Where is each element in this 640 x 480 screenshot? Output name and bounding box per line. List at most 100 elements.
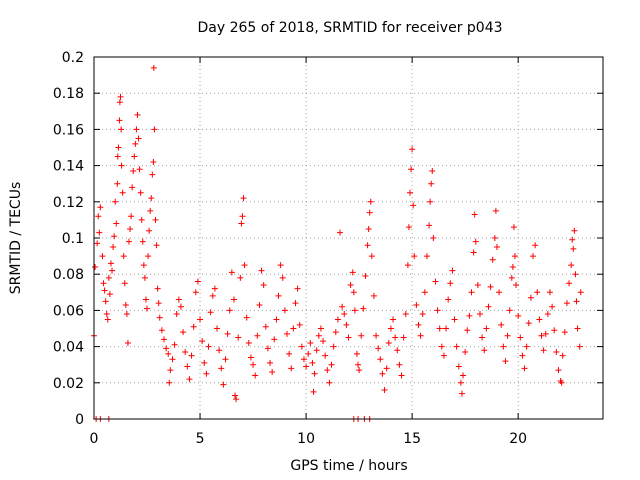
data-point [445,296,452,303]
data-point [224,330,231,337]
data-point [536,316,543,323]
data-point [152,216,159,223]
data-point [239,213,246,220]
data-point [264,345,271,352]
data-point [148,195,155,202]
data-point [101,287,108,294]
x-tick-label: 15 [403,431,421,447]
data-point [218,365,225,372]
data-point [563,300,570,307]
data-point [364,242,371,249]
data-point [457,379,464,386]
data-point [243,314,250,321]
data-point [258,267,265,274]
data-point [114,153,121,160]
data-point [407,189,414,196]
data-point [330,343,337,350]
data-point [428,180,435,187]
data-point [197,316,204,323]
y-tick-label: 0 [75,412,84,428]
data-point [116,117,123,124]
data-point [275,292,282,299]
data-point [470,249,477,256]
data-point [430,235,437,241]
data-point [235,334,242,341]
data-point [527,294,534,301]
data-point [309,359,316,366]
data-point [118,162,125,169]
data-point [129,184,136,191]
data-point [131,153,138,160]
data-point [320,338,327,345]
data-point [226,307,233,314]
data-point [572,271,579,278]
data-point [339,303,346,310]
data-point [97,204,104,211]
data-point [288,365,295,372]
data-point [137,189,144,196]
data-point [443,325,450,332]
data-point [310,388,317,395]
y-tick-label: 0.02 [53,376,84,392]
data-point [347,282,354,289]
data-point [509,263,516,270]
data-point [408,166,415,173]
y-tick-label: 0.06 [53,303,84,319]
y-tick-label: 0.08 [53,267,84,283]
data-point [515,312,522,319]
data-point [105,274,112,281]
x-tick-label: 0 [90,431,99,447]
data-point [402,311,409,318]
data-point [413,301,420,308]
data-point [542,330,549,337]
data-point [147,207,154,214]
data-point [220,381,227,388]
x-axis-label: GPS time / hours [290,458,407,474]
data-point [117,93,124,100]
data-point [186,376,193,383]
plot-frame [93,56,604,420]
data-point [214,325,221,332]
data-point [530,253,537,260]
data-point [521,365,528,372]
grid [94,57,603,419]
data-point [483,325,490,332]
data-point [150,64,157,71]
data-point [114,180,121,187]
data-point [156,314,163,321]
y-tick-label: 0.12 [53,195,84,211]
data-point [471,211,478,218]
data-point [326,379,333,386]
data-point [322,352,329,359]
data-point [250,361,257,368]
data-point [166,379,173,386]
data-point [300,356,307,363]
data-point [165,350,172,357]
data-point [151,126,158,133]
data-point [134,111,141,118]
data-point [375,345,382,352]
data-point [553,349,560,356]
data-point [546,289,553,296]
data-point [415,321,422,328]
data-point [205,343,212,350]
data-markers [91,64,584,422]
data-point [332,329,339,336]
data-point [438,343,445,350]
y-tick-label: 0.2 [62,50,84,66]
x-tick-label: 5 [196,431,205,447]
data-point [150,158,157,165]
data-point [367,198,374,205]
data-point [167,367,174,374]
data-point [356,367,363,374]
data-point [573,298,580,305]
data-point [267,359,274,366]
data-point [464,327,471,334]
data-point [281,307,288,314]
data-point [440,352,447,359]
data-point [404,262,411,269]
data-point [184,363,191,370]
data-point [106,291,113,298]
data-point [500,343,507,350]
data-point [350,289,357,296]
